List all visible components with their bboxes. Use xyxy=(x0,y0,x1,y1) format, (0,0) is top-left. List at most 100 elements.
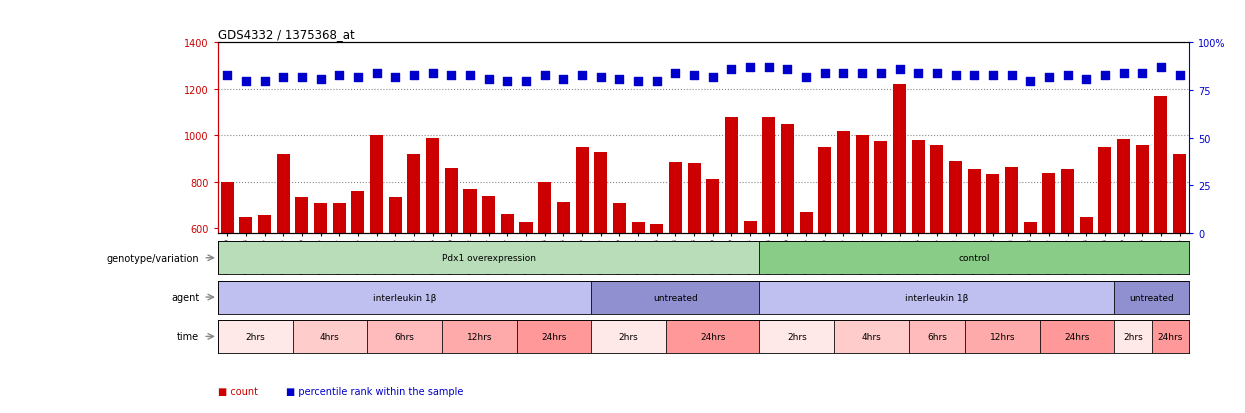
Text: interleukin 1β: interleukin 1β xyxy=(374,293,436,302)
Text: interleukin 1β: interleukin 1β xyxy=(905,293,969,302)
Point xyxy=(291,74,311,81)
Bar xyxy=(367,320,442,353)
Text: untreated: untreated xyxy=(654,293,697,302)
Bar xyxy=(314,204,327,233)
Text: GDS4332 / 1375368_at: GDS4332 / 1375368_at xyxy=(218,28,355,41)
Bar xyxy=(463,189,477,233)
Text: 2hrs: 2hrs xyxy=(1123,332,1143,341)
Bar xyxy=(669,163,682,233)
Bar xyxy=(538,183,552,233)
Bar xyxy=(218,281,591,314)
Point xyxy=(610,76,630,83)
Text: 2hrs: 2hrs xyxy=(619,332,639,341)
Bar xyxy=(949,161,962,233)
Point xyxy=(255,78,275,85)
Bar xyxy=(1152,320,1189,353)
Bar xyxy=(1023,222,1037,233)
Bar xyxy=(855,136,869,233)
Bar xyxy=(930,145,944,233)
Point xyxy=(965,72,985,79)
Point xyxy=(1170,72,1190,79)
Bar xyxy=(1135,145,1149,233)
Bar xyxy=(220,183,234,233)
Bar xyxy=(1117,140,1130,233)
Bar xyxy=(591,281,759,314)
Point xyxy=(349,74,369,81)
Bar xyxy=(351,191,365,233)
Bar xyxy=(818,147,832,233)
Bar xyxy=(517,320,591,353)
Point xyxy=(1133,71,1153,77)
Bar xyxy=(837,131,850,233)
Point xyxy=(666,71,686,77)
Point xyxy=(777,66,798,73)
Point xyxy=(647,78,667,85)
Bar xyxy=(239,218,253,233)
Text: ■ percentile rank within the sample: ■ percentile rank within the sample xyxy=(286,387,463,396)
Bar xyxy=(388,197,402,233)
Bar xyxy=(218,242,759,275)
Bar xyxy=(1040,320,1114,353)
Point xyxy=(423,71,443,77)
Point xyxy=(984,72,1003,79)
Text: genotype/variation: genotype/variation xyxy=(107,253,199,263)
Bar xyxy=(967,170,981,233)
Point xyxy=(1114,71,1134,77)
Bar xyxy=(706,180,720,233)
Bar xyxy=(874,142,888,233)
Bar xyxy=(591,320,666,353)
Bar xyxy=(1154,97,1168,233)
Point xyxy=(928,71,947,77)
Bar xyxy=(834,320,909,353)
Text: time: time xyxy=(177,332,199,342)
Point xyxy=(741,65,761,71)
Text: ■ count: ■ count xyxy=(218,387,258,396)
Point xyxy=(703,74,723,81)
Bar xyxy=(1061,170,1074,233)
Bar xyxy=(799,213,813,233)
Point xyxy=(442,72,462,79)
Bar xyxy=(444,169,458,233)
Point xyxy=(461,72,481,79)
Bar xyxy=(725,118,738,233)
Bar xyxy=(332,204,346,233)
Bar xyxy=(743,222,757,233)
Point xyxy=(1021,78,1041,85)
Bar xyxy=(407,154,421,233)
Point xyxy=(573,72,593,79)
Point xyxy=(591,74,611,81)
Point xyxy=(218,72,238,79)
Bar xyxy=(762,118,776,233)
Bar xyxy=(1005,167,1018,233)
Point xyxy=(274,74,294,81)
Text: 4hrs: 4hrs xyxy=(320,332,340,341)
Bar xyxy=(442,320,517,353)
Point xyxy=(330,72,350,79)
Bar xyxy=(276,154,290,233)
Text: agent: agent xyxy=(171,292,199,302)
Bar xyxy=(500,215,514,233)
Point xyxy=(386,74,406,81)
Bar xyxy=(1173,154,1186,233)
Bar xyxy=(613,203,626,233)
Text: untreated: untreated xyxy=(1129,293,1174,302)
Bar xyxy=(557,203,570,233)
Bar xyxy=(909,320,965,353)
Bar xyxy=(781,124,794,233)
Bar xyxy=(295,197,309,233)
Point xyxy=(759,65,779,71)
Bar xyxy=(1114,281,1189,314)
Bar xyxy=(594,152,608,233)
Bar xyxy=(911,141,925,233)
Text: 12hrs: 12hrs xyxy=(467,332,492,341)
Bar xyxy=(1114,320,1152,353)
Text: control: control xyxy=(959,254,990,263)
Bar xyxy=(631,222,645,233)
Text: 24hrs: 24hrs xyxy=(700,332,726,341)
Point xyxy=(367,71,387,77)
Bar xyxy=(482,197,496,233)
Point xyxy=(237,78,256,85)
Bar xyxy=(258,216,271,233)
Point xyxy=(815,71,835,77)
Point xyxy=(311,76,331,83)
